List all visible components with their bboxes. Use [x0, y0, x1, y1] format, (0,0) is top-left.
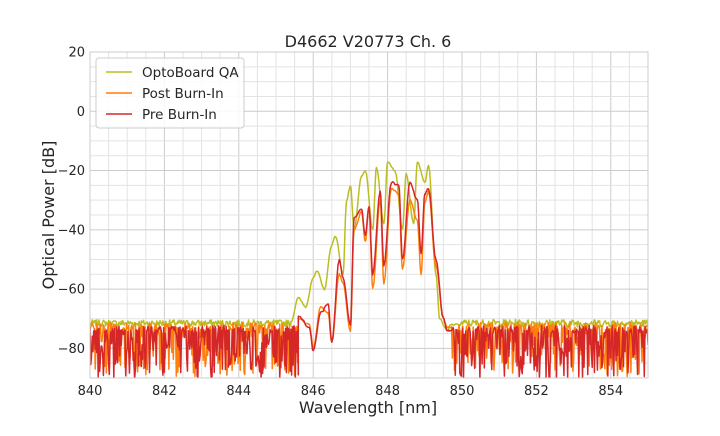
legend-label: Pre Burn-In: [142, 107, 217, 123]
plot-frame: [89, 51, 649, 379]
x-tick-label: 852: [524, 384, 549, 399]
x-tick-label: 854: [598, 384, 623, 399]
legend-label: Post Burn-In: [142, 86, 224, 102]
x-tick-labels: 840 842 844 846 848 850 852 854: [78, 384, 624, 399]
series-line-2: [90, 181, 648, 378]
legend: OptoBoard QA Post Burn-In Pre Burn-In: [95, 57, 245, 129]
x-tick-label: 850: [450, 384, 475, 399]
x-tick-label: 840: [78, 384, 103, 399]
x-tick-label: 842: [152, 384, 177, 399]
y-tick-label: −40: [58, 223, 85, 238]
legend-label: OptoBoard QA: [142, 65, 239, 81]
legend-box: [95, 57, 245, 129]
series-line-0: [90, 161, 648, 332]
y-tick-labels: 20 0 −20 −40 −60 −80: [58, 46, 85, 357]
y-tick-label: −80: [58, 342, 85, 357]
y-tick-label: −60: [58, 283, 85, 298]
chart-title: D4662 V20773 Ch. 6: [285, 32, 452, 51]
y-axis-label: Optical Power [dB]: [39, 141, 58, 290]
x-axis-label: Wavelength [nm]: [299, 398, 437, 417]
y-tick-label: 0: [77, 105, 85, 120]
x-tick-label: 844: [226, 384, 251, 399]
x-tick-label: 848: [375, 384, 400, 399]
series-layer: [90, 161, 648, 378]
x-tick-label: 846: [301, 384, 326, 399]
y-tick-label: −20: [58, 164, 85, 179]
y-tick-label: 20: [68, 46, 85, 61]
